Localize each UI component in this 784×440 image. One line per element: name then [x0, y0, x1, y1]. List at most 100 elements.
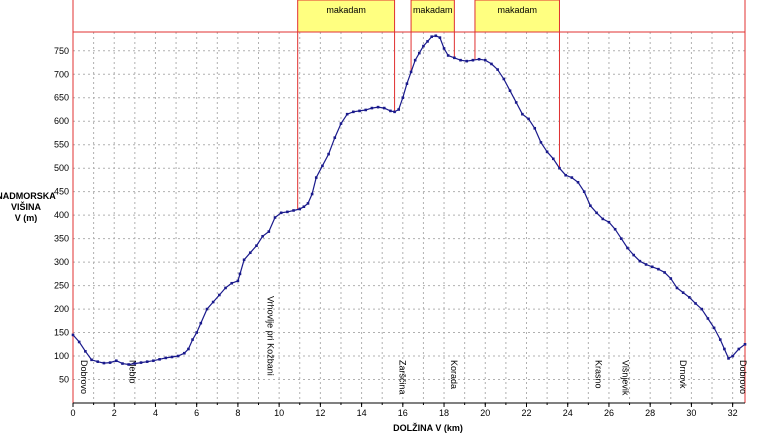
- y-tick-label-0: 50: [59, 375, 69, 385]
- place-label-0: Dobrovo: [79, 360, 89, 394]
- elevation-point-38: [292, 209, 295, 212]
- elevation-point-35: [273, 216, 277, 219]
- elevation-point-69: [446, 54, 450, 57]
- y-tick-label-3: 200: [54, 304, 69, 314]
- elevation-point-5: [102, 361, 106, 365]
- y-tick-label-5: 300: [54, 257, 69, 267]
- elevation-point-55: [389, 109, 392, 113]
- elevation-point-72: [465, 59, 469, 63]
- elevation-point-103: [657, 267, 660, 271]
- elevation-point-63: [422, 44, 425, 48]
- y-tick-label-9: 500: [54, 163, 69, 173]
- elevation-point-99: [632, 253, 635, 257]
- elevation-point-108: [688, 296, 691, 299]
- elevation-point-23: [205, 307, 209, 311]
- elevation-point-74: [477, 57, 481, 61]
- elevation-point-28: [236, 279, 240, 283]
- surface-label-1: makadam: [413, 5, 453, 15]
- elevation-point-6: [108, 361, 112, 364]
- surface-band: makadam makadam makadam: [297, 0, 560, 210]
- elevation-point-105: [669, 277, 673, 280]
- y-tick-label-12: 650: [54, 93, 69, 103]
- elevation-point-58: [401, 96, 405, 100]
- elevation-point-64: [426, 40, 429, 43]
- elevation-point-87: [558, 166, 561, 170]
- elevation-point-46: [333, 136, 337, 139]
- elevation-point-98: [626, 246, 629, 250]
- place-label-1: Neblo: [128, 360, 138, 384]
- elevation-point-40: [302, 205, 306, 208]
- elevation-point-100: [638, 259, 642, 263]
- place-label-5: Krasno: [593, 360, 603, 389]
- plot-frame: [72, 0, 746, 403]
- elevation-point-83: [533, 126, 537, 130]
- place-label-4: Korada: [449, 360, 459, 389]
- elevation-point-101: [644, 263, 648, 266]
- x-tick-label-16: 32: [728, 408, 738, 418]
- elevation-point-114: [723, 347, 726, 351]
- elevation-point-17: [176, 354, 180, 358]
- elevation-point-22: [199, 321, 203, 325]
- elevation-point-29: [238, 272, 242, 276]
- x-axis-title: DOLŽINA V (km): [393, 422, 463, 433]
- elevation-point-97: [620, 237, 623, 240]
- y-tick-label-14: 750: [54, 46, 69, 56]
- elevation-point-96: [613, 227, 617, 231]
- elevation-point-36: [279, 211, 283, 215]
- elevation-point-50: [358, 109, 361, 113]
- surface-segment-2: [474, 0, 560, 33]
- elevation-point-49: [352, 110, 355, 114]
- elevation-point-9: [127, 363, 130, 366]
- place-label-2: Vrhovlje pri Kožbani: [266, 296, 276, 376]
- elevation-point-113: [718, 338, 722, 341]
- elevation-point-62: [418, 51, 421, 55]
- elevation-point-12: [145, 360, 149, 363]
- x-tick-label-6: 12: [315, 408, 325, 418]
- elevation-point-43: [314, 176, 318, 179]
- elevation-point-76: [490, 62, 493, 66]
- y-axis-title-line-2: VIŠINA: [11, 201, 42, 212]
- elevation-point-15: [164, 356, 168, 360]
- elevation-point-10: [133, 362, 137, 365]
- x-tick-label-11: 22: [521, 408, 531, 418]
- elevation-point-37: [286, 210, 289, 214]
- elevation-point-115: [727, 357, 730, 360]
- elevation-point-95: [607, 220, 611, 224]
- place-label-3: Zarščina: [398, 360, 408, 395]
- elevation-point-32: [255, 244, 258, 247]
- elevation-point-24: [211, 300, 215, 304]
- elevation-point-65: [430, 35, 433, 38]
- elevation-point-21: [195, 331, 198, 334]
- y-tick-label-1: 100: [54, 351, 69, 361]
- elevation-point-89: [570, 176, 574, 179]
- elevation-point-77: [496, 68, 499, 71]
- elevation-point-25: [218, 293, 221, 297]
- elevation-point-90: [576, 180, 580, 184]
- elevation-point-67: [438, 36, 442, 39]
- elevation-point-26: [224, 286, 227, 290]
- y-tick-label-6: 350: [54, 234, 69, 244]
- x-tick-label-9: 18: [439, 408, 449, 418]
- elevation-point-41: [306, 202, 310, 205]
- elevation-point-51: [364, 108, 368, 112]
- elevation-point-19: [187, 347, 190, 351]
- y-axis-title-line-3: V (m): [15, 213, 38, 223]
- elevation-point-73: [471, 58, 475, 62]
- place-label-7: Drnovk: [678, 360, 688, 389]
- elevation-point-60: [409, 70, 413, 74]
- place-label-8: Dobrovo: [738, 360, 748, 394]
- x-tick-label-15: 30: [686, 408, 696, 418]
- elevation-point-13: [152, 359, 155, 363]
- elevation-point-42: [310, 192, 314, 196]
- elevation-point-34: [267, 230, 271, 233]
- elevation-point-8: [121, 362, 124, 365]
- elevation-series: [71, 34, 747, 366]
- elevation-point-81: [521, 112, 524, 116]
- x-tick-label-2: 4: [153, 408, 158, 418]
- elevation-point-93: [595, 211, 598, 215]
- elevation-point-56: [393, 110, 396, 114]
- elevation-point-11: [139, 361, 143, 364]
- x-tick-label-12: 24: [563, 408, 573, 418]
- elevation-point-27: [230, 281, 234, 285]
- elevation-point-0: [71, 333, 75, 337]
